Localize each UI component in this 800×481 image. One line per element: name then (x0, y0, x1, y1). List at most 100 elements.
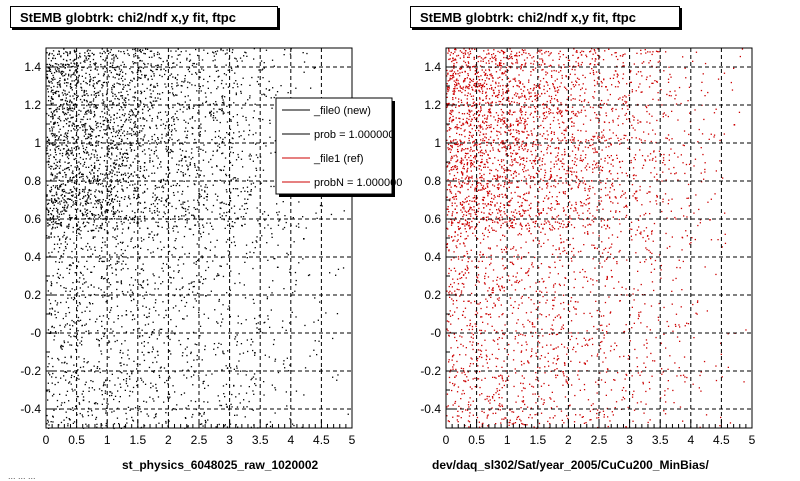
data-point (147, 413, 148, 414)
data-point (83, 81, 84, 82)
data-point (163, 216, 164, 217)
data-point (157, 338, 158, 339)
data-point (651, 141, 652, 142)
data-point (101, 338, 102, 339)
data-point (193, 200, 194, 201)
data-point (151, 65, 152, 66)
data-point (117, 113, 118, 114)
data-point (72, 125, 73, 126)
data-point (200, 149, 201, 150)
data-point (58, 189, 59, 190)
data-point (205, 151, 206, 152)
data-point (73, 423, 74, 424)
data-point (205, 102, 206, 103)
data-point (120, 396, 121, 397)
data-point (114, 423, 115, 424)
data-point (191, 215, 192, 216)
data-point (76, 200, 77, 201)
data-point (96, 93, 97, 94)
data-point (153, 275, 154, 276)
data-point (191, 148, 192, 149)
data-point (84, 52, 85, 53)
data-point (110, 165, 111, 166)
data-point (667, 388, 668, 389)
data-point (541, 263, 542, 264)
data-point (64, 169, 65, 170)
data-point (504, 334, 505, 335)
data-point (90, 81, 91, 82)
data-point (57, 122, 58, 123)
data-point (135, 116, 136, 117)
data-point (87, 199, 88, 200)
data-point (157, 67, 158, 68)
data-point (108, 221, 109, 222)
data-point (205, 184, 206, 185)
data-point (251, 339, 252, 340)
data-point (496, 280, 497, 281)
data-point (69, 192, 70, 193)
data-point (501, 249, 502, 250)
data-point (52, 195, 53, 196)
data-point (255, 186, 256, 187)
data-point (246, 203, 247, 204)
data-point (216, 166, 217, 167)
data-point (267, 260, 268, 261)
data-point (582, 213, 583, 214)
data-point (280, 85, 281, 86)
data-point (73, 123, 74, 124)
data-point (204, 412, 205, 413)
data-point (258, 69, 259, 70)
data-point (107, 108, 108, 109)
data-point (238, 322, 239, 323)
data-point (195, 401, 196, 402)
data-point (120, 51, 121, 52)
data-point (143, 280, 144, 281)
data-point (129, 167, 130, 168)
data-point (236, 159, 237, 160)
data-point (226, 53, 227, 54)
legend: _file0 (new)prob = 1.000000_file1 (ref)p… (276, 98, 402, 197)
data-point (88, 154, 89, 155)
data-point (197, 200, 198, 201)
data-point (66, 103, 67, 104)
data-point (688, 134, 689, 135)
data-point (230, 119, 231, 120)
data-point (157, 225, 158, 226)
data-point (66, 395, 67, 396)
data-point (58, 139, 59, 140)
data-point (622, 287, 623, 288)
data-point (55, 159, 56, 160)
data-point (223, 99, 224, 100)
data-point (60, 72, 61, 73)
data-point (487, 417, 488, 418)
data-point (72, 89, 73, 90)
data-point (92, 129, 93, 130)
data-point (537, 346, 538, 347)
data-point (205, 278, 206, 279)
data-point (61, 200, 62, 201)
data-point (213, 349, 214, 350)
data-point (118, 50, 119, 51)
data-point (129, 378, 130, 379)
data-point (94, 91, 95, 92)
data-point (177, 172, 178, 173)
data-point (205, 92, 206, 93)
data-point (46, 390, 47, 391)
data-point (50, 234, 51, 235)
data-point (55, 221, 56, 222)
data-point (182, 288, 183, 289)
data-point (294, 241, 295, 242)
data-point (234, 73, 235, 74)
data-point (55, 92, 56, 93)
data-point (111, 72, 112, 73)
data-point (114, 237, 115, 238)
data-point (274, 387, 275, 388)
data-point (74, 289, 75, 290)
data-point (84, 226, 85, 227)
data-point (88, 167, 89, 168)
data-point (148, 237, 149, 238)
data-point (174, 128, 175, 129)
data-point (233, 385, 234, 386)
data-point (94, 216, 95, 217)
